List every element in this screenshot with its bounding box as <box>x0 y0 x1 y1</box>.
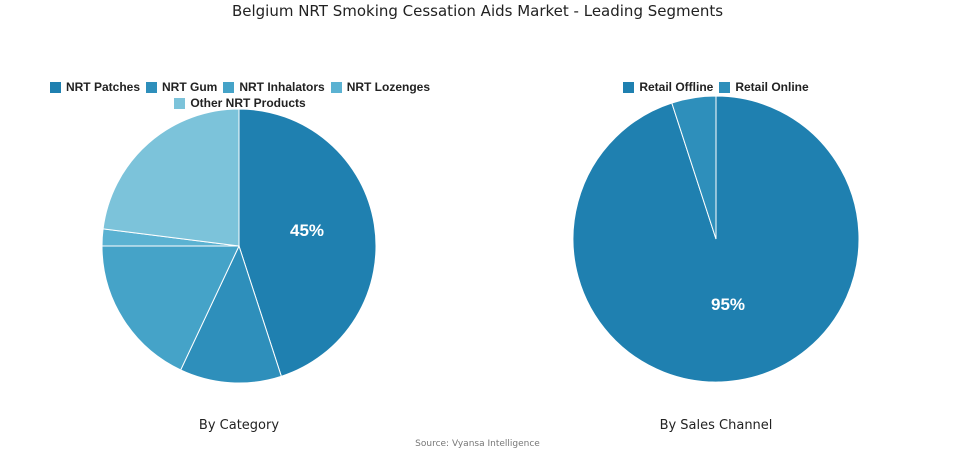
legend-item[interactable]: NRT Inhalators <box>223 80 325 95</box>
legend-swatch <box>174 98 186 109</box>
chart-title: Belgium NRT Smoking Cessation Aids Marke… <box>231 2 724 20</box>
legend-item[interactable]: Other NRT Products <box>174 96 306 111</box>
legend-swatch <box>146 82 157 93</box>
legend-swatch <box>49 82 61 93</box>
pie-slice-nrt-inhalators[interactable] <box>101 245 240 371</box>
legend-label: NRT Inhalators <box>239 80 325 94</box>
legend-item[interactable]: NRT Lozenges <box>330 80 431 95</box>
subtitle-sales-channel: By Sales Channel <box>659 418 773 433</box>
legend-sales-channel: Retail Offline Retail Online <box>516 80 916 96</box>
legend-swatch <box>330 82 342 93</box>
legend-label: NRT Lozenges <box>346 80 431 94</box>
pie-slice-nrt-patches[interactable] <box>238 108 377 377</box>
legend-swatch <box>623 82 635 93</box>
data-label: 95% <box>711 295 745 314</box>
legend-swatch <box>719 82 731 93</box>
legend-category: NRT Patches NRT Gum NRT Inhalators NRT Loze… <box>40 80 440 112</box>
legend-label: NRT Gum <box>162 80 218 94</box>
data-label: 45% <box>290 221 324 240</box>
pie-slice-other-nrt-products[interactable] <box>102 108 240 247</box>
legend-item[interactable]: NRT Gum <box>146 80 217 95</box>
source-note: Source: Vyansa Intelligence <box>415 439 540 449</box>
legend-label: Other NRT Products <box>190 96 306 110</box>
subtitle-category: By Category <box>198 418 280 433</box>
legend-item[interactable]: NRT Patches <box>49 80 140 95</box>
legend-label: Retail Offline <box>639 80 714 94</box>
legend-label: Retail Online <box>735 80 809 94</box>
legend-item[interactable]: Retail Offline <box>623 80 713 95</box>
legend-swatch <box>223 82 235 93</box>
pie-slice-retail-online[interactable] <box>671 95 717 240</box>
legend-item[interactable]: Retail Online <box>719 80 809 95</box>
pie-slice-nrt-gum[interactable] <box>180 244 282 384</box>
legend-label: NRT Patches <box>65 80 140 94</box>
